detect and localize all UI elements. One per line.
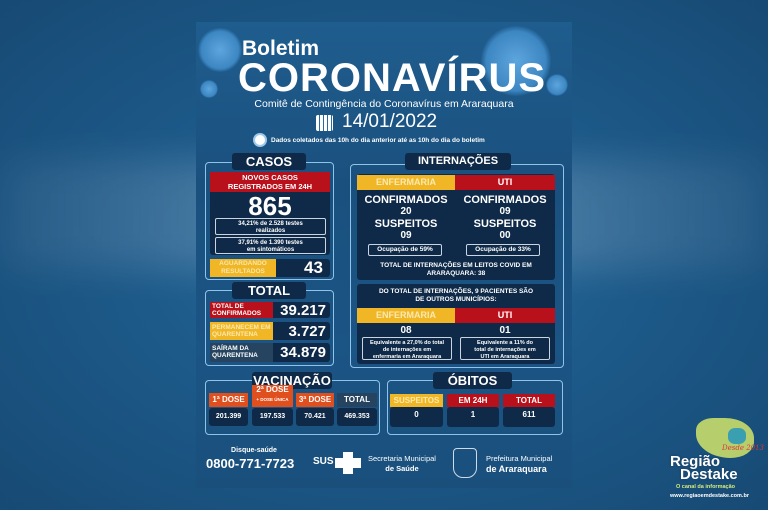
secretaria-line2: de Saúde [385,464,419,473]
total-confirmed-label: TOTAL DE CONFIRMADOS [210,302,273,318]
watermark-signature: Desde 2013 [722,444,765,452]
dose3-label: 3ª DOSE [296,393,334,407]
tests-info: 34,21% de 2.528 testes realizados [215,218,326,235]
hospitalizations-title: INTERNAÇÕES [405,153,511,170]
other-icu-value: 01 [499,325,511,336]
secretaria-line1: Secretaria Municipal [368,454,436,463]
dose2-label: 2ª DOSE [256,385,289,394]
deaths-total-value: 611 [503,407,555,427]
prefeitura-logo: Prefeitura Municipal de Araraquara [486,454,552,474]
other-cities-card [357,284,555,364]
new-cases-value: 865 [248,191,292,221]
pre-title: Boletim [242,37,320,60]
dose2-sublabel: + DOSE ÚNICA [256,397,289,402]
other-icu-note: Equivalente a 11% do total de internaçõe… [460,337,550,360]
icu-occupancy: Ocupação de 33% [466,244,540,256]
dose2-value: 197.533 [252,408,293,426]
hotline-label: Disque-saúde [231,447,277,454]
quarantine-value: 3.727 [288,323,326,340]
prefeitura-line1: Prefeitura Municipal [486,454,553,463]
symptomatic-tests-info: 37,91% de 1.390 testes em sintomáticos [215,237,326,254]
dose1-value: 201.399 [209,408,248,426]
vaccination-total-label: TOTAL [337,393,377,407]
clock-icon [253,133,267,147]
dose1-label: 1ª DOSE [209,393,248,407]
secretaria-logo: Secretaria Municipal de Saúde [368,454,436,474]
cases-title: CASOS [232,153,306,170]
deaths-title: ÓBITOS [433,372,512,389]
deaths-24h-label: EM 24H [447,394,499,407]
other-ward-note: Equivalente a 27,0% do total de internaç… [362,337,452,360]
icu-suspected-label: SUSPEITOS [473,218,537,230]
left-quarantine-label: SAÍRAM DA QUARENTENA [210,343,273,362]
ward-suspected-value: 09 [400,230,412,241]
hotline-phone: 0800-771-7723 [206,456,295,471]
vaccination-title: VACINAÇÃO [252,372,332,389]
map-region-icon [728,428,746,444]
other-ward-label: ENFERMARIA [357,308,455,323]
total-row: TOTAL DE CONFIRMADOS 39.217 [210,302,330,319]
ward-suspected-label: SUSPEITOS [374,218,438,230]
awaiting-label: AGUARDANDO RESULTADOS [210,259,276,277]
calendar-icon [316,115,333,131]
ward-occupancy: Ocupação de 59% [368,244,442,256]
ward-confirmed-label: CONFIRMADOS [364,194,448,206]
total-hospitalizations: TOTAL DE INTERNAÇÕES EM LEITOS COVID EM … [380,262,532,277]
icu-suspected-value: 00 [499,230,511,241]
other-cities-text: DO TOTAL DE INTERNAÇÕES, 9 PACIENTES SÃO… [378,288,534,303]
dose3-value: 70.421 [296,408,334,426]
other-ward-value: 08 [400,325,412,336]
date: 14/01/2022 [342,111,438,132]
collection-note: Dados coletados das 10h do dia anterior … [271,137,485,144]
virus-icon [198,28,242,72]
icu-confirmed-value: 09 [499,206,511,217]
subtitle: Comitê de Contingência do Coronavírus em… [254,98,514,110]
deaths-suspected-label: SUSPEITOS [390,394,443,407]
left-quarantine-value: 34.879 [280,344,326,361]
quarantine-label: PERMANECEM EM QUARENTENA [210,322,273,340]
sus-cross-icon [335,452,361,474]
total-title: TOTAL [232,282,306,299]
watermark-line2: Destake [680,466,738,483]
icu-confirmed-label: CONFIRMADOS [463,194,547,206]
watermark-tagline: O canal da informação [676,484,735,490]
dose2-label-box: 2ª DOSE + DOSE ÚNICA [252,385,293,407]
total-row: PERMANECEM EM QUARENTENA 3.727 [210,322,330,340]
main-title: CORONAVÍRUS [238,56,547,100]
vaccination-total-value: 469.353 [337,408,377,426]
deaths-24h-value: 1 [447,407,499,427]
watermark-line1: Região [670,453,721,470]
prefeitura-line2: de Araraquara [486,464,547,474]
other-icu-label: UTI [455,308,555,323]
icu-label: UTI [455,175,555,190]
virus-icon [200,80,218,98]
total-row: SAÍRAM DA QUARENTENA 34.879 [210,343,330,362]
deaths-suspected-value: 0 [390,407,443,427]
total-confirmed-value: 39.217 [280,302,326,319]
virus-icon [546,74,568,96]
watermark-url: www.regiaoemdestake.com.br [670,493,749,499]
beds-card [357,174,555,280]
ward-label: ENFERMARIA [357,175,455,190]
awaiting-value: 43 [304,258,323,277]
ward-confirmed-value: 20 [400,206,412,217]
deaths-total-label: TOTAL [503,394,555,407]
sus-logo-text: SUS [313,456,334,467]
virus-icon [481,26,551,96]
bulletin-poster: Boletim CORONAVÍRUS Comitê de Contingênc… [196,22,572,488]
new-cases-label: NOVOS CASOS REGISTRADOS EM 24H [210,172,330,192]
city-crest-icon [453,448,477,478]
